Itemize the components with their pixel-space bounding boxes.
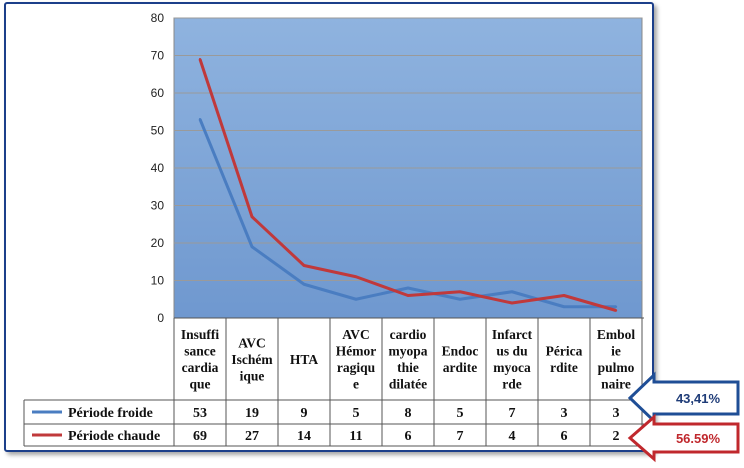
data-point xyxy=(198,58,202,61)
data-point xyxy=(406,294,410,297)
data-point xyxy=(250,215,254,218)
table-value: 6 xyxy=(561,429,568,444)
series-name: Période froide xyxy=(68,406,153,421)
data-point xyxy=(406,286,410,290)
category-label: Insuffi sance cardia que xyxy=(181,327,220,392)
category-label: AVC Ischém ique xyxy=(231,335,273,383)
table-value: 7 xyxy=(457,429,464,444)
y-tick-label: 40 xyxy=(151,161,165,175)
table-value: 2 xyxy=(613,429,620,444)
category-label: AVC Hémor ragiqu e xyxy=(336,327,376,392)
data-point xyxy=(250,245,254,248)
data-point xyxy=(458,298,462,301)
table-value: 19 xyxy=(245,406,259,421)
data-point xyxy=(354,298,358,301)
line-chart: 0 10 20 30 40 50 60 70 80 Insuffi sance cardia que A… xyxy=(23,11,644,447)
y-tick-label: 30 xyxy=(151,199,165,213)
table-value: 53 xyxy=(193,406,207,421)
category-label: Endoc ardite xyxy=(442,344,479,376)
chart-frame: 0 10 20 30 40 50 60 70 80 Insuffi sance cardia que A… xyxy=(4,2,654,452)
table-value: 5 xyxy=(457,406,464,421)
callout-percentage: 43,41% xyxy=(676,391,721,406)
table-value: 27 xyxy=(245,429,259,444)
data-point xyxy=(562,305,566,308)
data-point xyxy=(510,301,514,305)
data-point xyxy=(562,294,566,297)
data-point xyxy=(198,118,202,121)
y-tick-label: 10 xyxy=(151,274,165,288)
data-point xyxy=(354,275,358,278)
category-label: HTA xyxy=(290,352,319,367)
category-label: Infarct us du myoca rde xyxy=(492,327,533,392)
category-label: Embol ie pulmo naire xyxy=(597,327,636,392)
callout-percentage: 56.59% xyxy=(676,431,721,446)
table-value: 11 xyxy=(349,429,362,444)
data-point xyxy=(302,283,306,286)
table-value: 3 xyxy=(613,406,620,421)
table-value: 69 xyxy=(193,429,207,444)
y-tick-label: 50 xyxy=(151,124,165,138)
data-point xyxy=(510,290,514,293)
y-tick-label: 60 xyxy=(151,86,165,100)
category-label: cardio myopa thie dilatée xyxy=(388,327,427,392)
y-tick-label: 20 xyxy=(151,236,165,250)
series-name: Période chaude xyxy=(68,429,160,444)
table-value: 9 xyxy=(301,406,308,421)
table-value: 6 xyxy=(405,429,412,444)
data-point xyxy=(302,264,306,267)
y-tick-label: 70 xyxy=(151,49,165,63)
table-value: 8 xyxy=(405,406,412,421)
table-value: 14 xyxy=(297,429,311,444)
category-label: Périca rdite xyxy=(546,344,583,376)
y-tick-label: 0 xyxy=(157,311,164,325)
data-point xyxy=(614,309,618,312)
table-value: 7 xyxy=(509,406,516,421)
data-point xyxy=(458,290,462,293)
table-value: 5 xyxy=(353,406,360,421)
data-point xyxy=(614,305,618,308)
table-value: 3 xyxy=(561,406,568,421)
y-tick-label: 80 xyxy=(151,11,165,25)
table-value: 4 xyxy=(509,429,516,444)
